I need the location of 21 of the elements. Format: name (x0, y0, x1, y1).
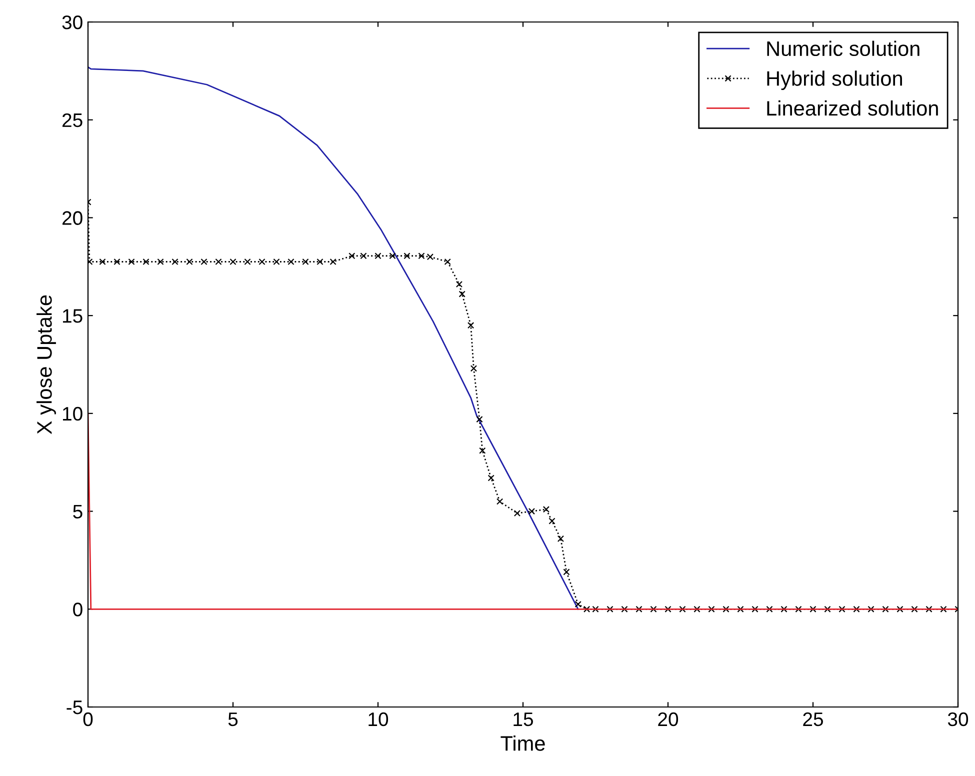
x-tick-label: 25 (803, 712, 823, 726)
x-tick-label: 0 (83, 712, 93, 726)
x-axis-title: Time (500, 736, 545, 751)
y-tick-label: 0 (73, 602, 82, 616)
y-tick-label: 5 (73, 504, 82, 519)
y-axis-title: X ylose Uptake (36, 295, 56, 434)
y-tick-label: 20 (62, 211, 82, 225)
x-tick-label: 5 (228, 712, 238, 726)
y-tick-label: 25 (62, 113, 82, 128)
y-tick-label: 30 (62, 15, 82, 30)
legend-label: Numeric solution (767, 40, 920, 56)
y-tick-label: -5 (66, 700, 82, 714)
y-tick-label: 15 (62, 309, 82, 323)
x-tick-label: 15 (514, 712, 533, 726)
x-tick-label: 20 (658, 712, 678, 726)
legend-label: Linearized solution (767, 100, 938, 116)
x-tick-label: 10 (368, 712, 388, 726)
y-tick-label: 10 (62, 406, 82, 421)
x-tick-label: 30 (948, 712, 968, 726)
line-series (88, 66, 579, 610)
legend-label: Hybrid solution (767, 70, 902, 90)
